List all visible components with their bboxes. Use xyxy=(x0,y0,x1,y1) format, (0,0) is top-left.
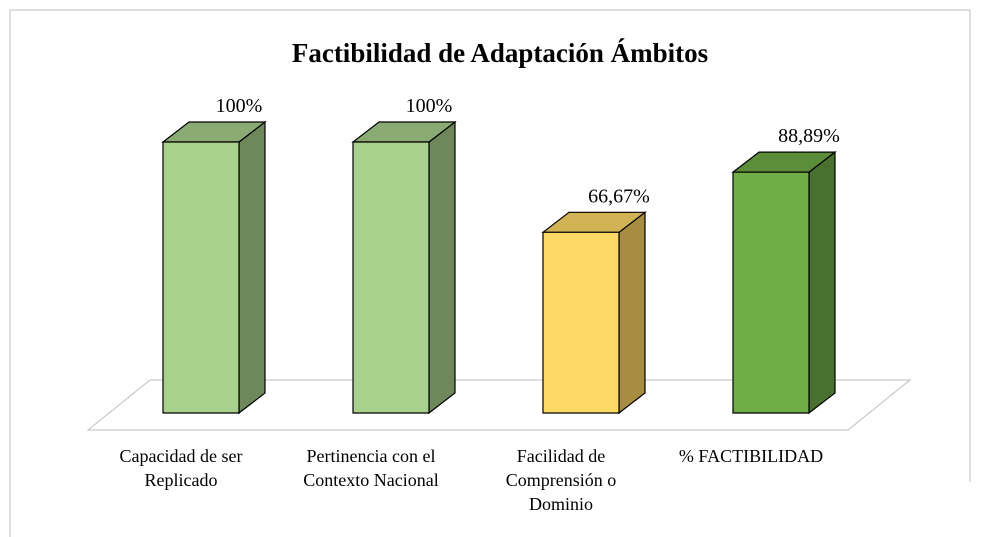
bar-side xyxy=(238,120,266,415)
value-label: 88,89% xyxy=(778,125,840,147)
value-label: 66,67% xyxy=(588,185,650,207)
bar-side xyxy=(618,211,646,415)
x-tick-label: Capacidad de ser Replicado xyxy=(119,446,243,490)
chart-title: Factibilidad de Adaptación Ámbitos xyxy=(292,38,708,68)
bar xyxy=(541,211,647,415)
bar xyxy=(161,120,267,415)
bar xyxy=(351,120,457,415)
chart-border xyxy=(9,9,971,537)
bar-front xyxy=(542,231,620,414)
bar-front xyxy=(352,141,430,414)
bar-front xyxy=(162,141,240,414)
value-label: 100% xyxy=(406,95,453,117)
bar-side xyxy=(428,120,456,415)
x-tick-label: % FACTIBILIDAD xyxy=(678,446,824,466)
floor xyxy=(86,379,912,431)
bar-front xyxy=(732,171,810,414)
bar xyxy=(731,150,837,415)
bar-side xyxy=(808,150,836,415)
x-tick-label: Facilidad de Comprensión o Dominio xyxy=(505,446,617,514)
value-label: 100% xyxy=(216,95,263,117)
x-tick-label: Pertinencia con el Contexto Nacional xyxy=(303,446,439,490)
